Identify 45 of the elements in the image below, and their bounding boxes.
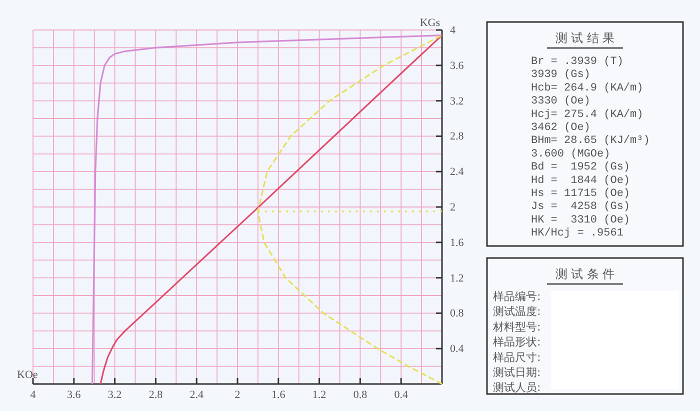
x-tick-label: 3.6 xyxy=(67,388,82,401)
x-tick-label: 1.2 xyxy=(312,388,326,401)
y-tick-label: 3.6 xyxy=(450,60,464,72)
text: Hcj= 275.4 (KA/m) xyxy=(531,108,644,121)
x-tick-label: 2.8 xyxy=(148,388,164,401)
text: 3939 (Gs) xyxy=(531,69,590,82)
y-tick-label: 0.8 xyxy=(450,308,464,320)
text: Hs = 11715 (Oe) xyxy=(531,188,630,200)
x-axis-title: KOe xyxy=(17,369,38,381)
x-tick-label: 2 xyxy=(234,388,240,401)
text: 3462 (Oe) xyxy=(531,122,590,134)
text: Br = .3939 (T) xyxy=(531,56,624,68)
text: 测 试 条 件 xyxy=(555,267,615,281)
text: 测试温度: xyxy=(493,305,541,318)
y-tick-label: 1.6 xyxy=(450,236,464,249)
text: 测 试 结 果 xyxy=(555,31,615,45)
x-tick-label: 0.4 xyxy=(394,388,408,401)
text: Js = 4258 (Gs) xyxy=(531,201,630,214)
y-tick-label: 1.2 xyxy=(450,272,464,284)
y-tick-label: 0.4 xyxy=(450,343,464,356)
x-tick-label: 2.4 xyxy=(190,388,204,401)
x-tick-label: 3.2 xyxy=(108,388,122,401)
y-tick-label: 2.8 xyxy=(450,130,464,143)
y-tick-label: 3.2 xyxy=(450,95,464,108)
text: 样品形状: xyxy=(493,336,541,349)
text: 3330 (Oe) xyxy=(531,96,590,108)
text: 测试人员: xyxy=(493,381,541,394)
text: Hd = 1844 (Oe) xyxy=(531,174,630,187)
y-tick-label: 2.4 xyxy=(450,166,464,178)
text: 材料型号: xyxy=(492,320,541,334)
text: HK = 3310 (Oe) xyxy=(531,214,630,226)
text: BHm= 28.65 (KJ/m³) xyxy=(531,135,650,148)
text: Bd = 1952 (Gs) xyxy=(531,162,630,174)
text: 样品尺寸: xyxy=(493,350,541,364)
text: 样品编号: xyxy=(493,290,541,303)
text: 3.600 (MGOe) xyxy=(531,148,610,160)
y-tick-label: 4 xyxy=(450,24,456,37)
x-tick-label: 4 xyxy=(30,388,36,401)
y-axis-title: KGs xyxy=(420,17,440,29)
x-tick-label: 1.6 xyxy=(272,388,286,401)
text: Hcb= 264.9 (KA/m) xyxy=(531,82,644,94)
text: HK/Hcj = .9561 xyxy=(531,228,624,240)
y-tick-label: 2 xyxy=(450,202,456,214)
text: 测试日期: xyxy=(493,366,541,379)
x-tick-label: 0.8 xyxy=(353,388,368,401)
